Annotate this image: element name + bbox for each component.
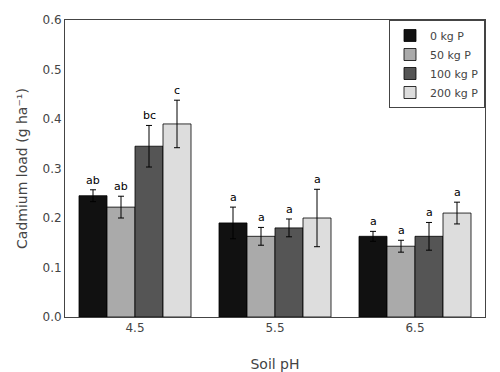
svg-text:a: a	[230, 191, 237, 204]
svg-text:ab: ab	[86, 174, 100, 187]
svg-text:0.1: 0.1	[43, 261, 62, 275]
svg-text:a: a	[398, 224, 405, 237]
svg-text:bc: bc	[143, 109, 156, 122]
svg-text:50 kg P: 50 kg P	[430, 49, 471, 62]
svg-text:200 kg P: 200 kg P	[430, 87, 478, 100]
svg-text:a: a	[286, 203, 293, 216]
svg-text:0.2: 0.2	[43, 211, 62, 225]
svg-text:4.5: 4.5	[125, 321, 144, 335]
svg-text:ab: ab	[114, 180, 128, 193]
svg-text:Cadmium load (g ha⁻¹): Cadmium load (g ha⁻¹)	[14, 88, 30, 249]
svg-text:0.3: 0.3	[43, 162, 62, 176]
svg-text:0.0: 0.0	[43, 310, 62, 324]
svg-text:a: a	[370, 215, 377, 228]
svg-text:0.4: 0.4	[43, 112, 62, 126]
svg-text:6.5: 6.5	[405, 321, 424, 335]
svg-text:a: a	[258, 211, 265, 224]
svg-text:0.6: 0.6	[43, 13, 62, 27]
svg-text:5.5: 5.5	[265, 321, 284, 335]
svg-text:a: a	[454, 186, 461, 199]
svg-text:Soil pH: Soil pH	[250, 356, 299, 372]
svg-text:a: a	[314, 173, 321, 186]
svg-text:100 kg P: 100 kg P	[430, 68, 478, 81]
svg-text:a: a	[426, 206, 433, 219]
svg-text:0 kg P: 0 kg P	[430, 30, 464, 43]
svg-text:c: c	[174, 84, 180, 97]
svg-text:0.5: 0.5	[43, 63, 62, 77]
